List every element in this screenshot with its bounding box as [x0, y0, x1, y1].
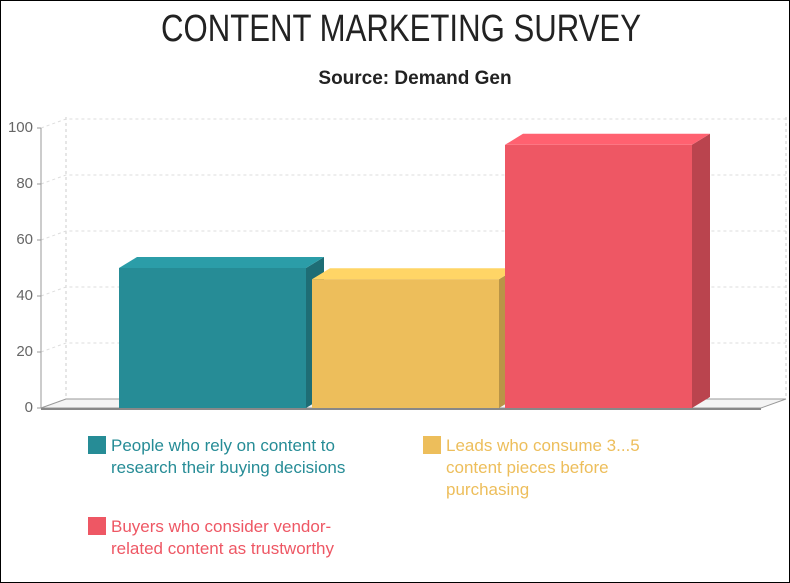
bar-side [692, 133, 710, 409]
chart-subtitle: Source: Demand Gen [318, 68, 511, 89]
bar [312, 279, 499, 408]
y-tick-label: 20 [16, 343, 33, 360]
bar [505, 144, 692, 409]
y-tick-label: 100 [8, 119, 33, 136]
chart-title: CONTENT MARKETING SURVEY [161, 8, 641, 50]
legend-swatch [423, 436, 441, 454]
y-tick-label: 0 [25, 399, 33, 416]
bar-top [119, 257, 324, 268]
legend-label: People who rely on content to research t… [111, 436, 346, 477]
legend-swatch [88, 517, 106, 535]
legend-label: Leads who consume 3...5 content pieces b… [446, 436, 640, 499]
bar-top [312, 268, 517, 280]
legend-label: Buyers who consider vendor-related conte… [111, 517, 335, 558]
bar-top [505, 133, 710, 145]
legend-swatch [88, 436, 106, 454]
y-tick-label: 40 [16, 287, 33, 304]
y-tick-label: 80 [16, 175, 33, 192]
y-tick-label: 60 [16, 231, 33, 248]
grid-line [40, 118, 786, 129]
bar [119, 268, 306, 408]
